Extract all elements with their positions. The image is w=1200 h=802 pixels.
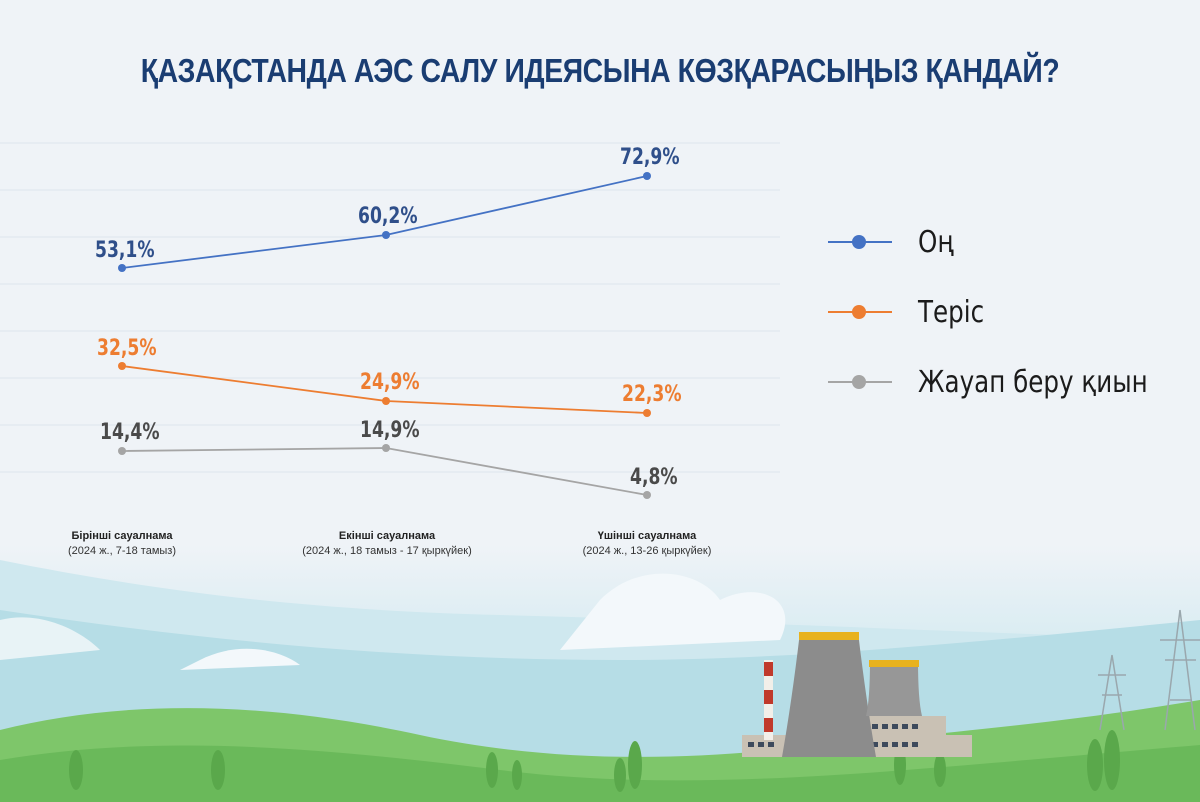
data-label: 22,3% [622, 382, 682, 407]
category-title: Бірінші сауалнама [71, 530, 173, 542]
data-label: 32,5% [97, 336, 157, 361]
category-dates: (2024 ж., 13-26 қыркүйек) [582, 545, 712, 557]
legend-label: Оң [918, 224, 954, 260]
legend-marker-icon [828, 302, 892, 322]
series-positive [118, 172, 651, 272]
series-hard-to-answer [118, 444, 651, 499]
category-dates: (2024 ж., 18 тамыз - 17 қыркүйек) [302, 545, 472, 557]
legend-item-hard-to-answer: Жауап беру қиын [828, 347, 1198, 417]
legend-marker-icon [828, 232, 892, 252]
data-label: 4,8% [630, 465, 678, 490]
data-label: 53,1% [95, 238, 155, 263]
power-plant-illustration [742, 632, 972, 757]
category-label-3: Үшінші сауалнама (2024 ж., 13-26 қыркүйе… [517, 529, 777, 559]
data-label: 60,2% [358, 204, 418, 229]
category-title: Үшінші сауалнама [597, 530, 697, 542]
legend-item-negative: Теріс [828, 277, 1198, 347]
series-negative [118, 362, 651, 417]
data-label: 24,9% [360, 370, 420, 395]
chart-title: ҚАЗАҚСТАНДА АЭС САЛУ ИДЕЯСЫНА КӨЗҚАРАСЫҢ… [140, 52, 1060, 89]
category-dates: (2024 ж., 7-18 тамыз) [68, 545, 176, 557]
data-label: 72,9% [620, 145, 680, 170]
category-label-1: Бірінші сауалнама (2024 ж., 7-18 тамыз) [0, 529, 252, 559]
legend-label: Теріс [918, 294, 985, 330]
legend-label: Жауап беру қиын [918, 364, 1148, 400]
data-label: 14,4% [100, 420, 160, 445]
category-title: Екінші сауалнама [338, 530, 436, 542]
category-label-2: Екінші сауалнама (2024 ж., 18 тамыз - 17… [257, 529, 517, 559]
legend: Оң Теріс Жауап беру қиын [828, 207, 1198, 417]
data-label: 14,9% [360, 418, 420, 443]
legend-item-positive: Оң [828, 207, 1198, 277]
legend-marker-icon [828, 372, 892, 392]
gridlines [0, 142, 780, 473]
